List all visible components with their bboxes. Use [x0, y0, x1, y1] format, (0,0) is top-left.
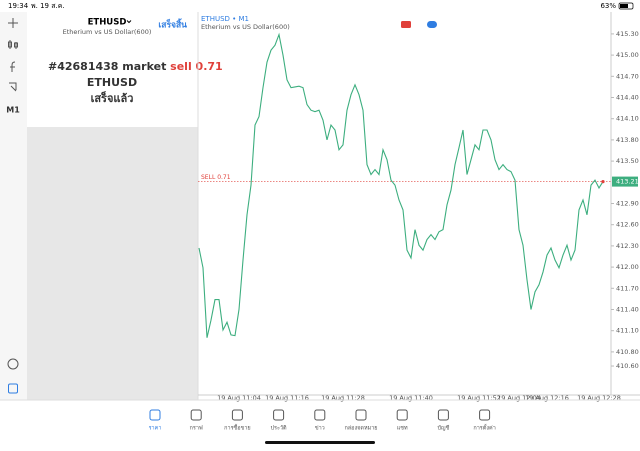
indicators-icon[interactable]	[10, 61, 16, 72]
y-tick-label: 414.10	[616, 115, 639, 123]
y-tick-label: 412.90	[616, 200, 639, 208]
tab-icon[interactable]	[396, 409, 408, 421]
tab-icon[interactable]	[231, 409, 243, 421]
panel-empty	[27, 127, 198, 400]
x-tick-label: 19 Aug 11:16	[265, 394, 309, 402]
y-tick-label: 415.30	[616, 30, 639, 38]
objects-icon[interactable]	[9, 82, 17, 92]
tab-label[interactable]: แชท	[397, 425, 408, 432]
toolbar-icons	[7, 18, 19, 394]
candles-icon[interactable]	[8, 40, 18, 49]
chart-subtitle: Etherium vs US Dollar(600)	[201, 23, 290, 31]
analytics-icon[interactable]	[7, 358, 19, 370]
x-tick-label: 19 Aug 11:04	[217, 394, 261, 402]
tab-icon[interactable]	[479, 409, 491, 421]
status-battery: 63%	[600, 2, 616, 10]
battery-icon	[618, 2, 634, 10]
tab-label[interactable]: กราฟ	[190, 425, 203, 432]
y-tick-label: 414.40	[616, 94, 639, 102]
x-tick-label: 19 Aug 12:28	[577, 394, 621, 402]
y-tick-label: 412.30	[616, 242, 639, 250]
x-tick-label: 19 Aug 11:40	[389, 394, 433, 402]
y-tick-label: 411.10	[616, 327, 639, 335]
tab-label[interactable]: ข่าว	[315, 426, 325, 432]
order-text: #42681438 market sell 0.71	[48, 60, 223, 73]
price-box	[612, 176, 638, 187]
y-tick-label: 413.80	[616, 136, 639, 144]
y-tick-label: 411.40	[616, 305, 639, 313]
tab-icon[interactable]	[437, 409, 449, 421]
tab-icon[interactable]	[149, 409, 161, 421]
y-tick-label: 411.70	[616, 284, 639, 292]
order-side: sell 0.71	[170, 60, 223, 73]
tab-label[interactable]: การตั้งค่า	[473, 424, 495, 432]
tab-icon[interactable]	[355, 409, 367, 421]
tab-icon[interactable]	[314, 409, 326, 421]
x-tick-label: 19 Aug 11:28	[321, 394, 365, 402]
dropdown-icon	[126, 20, 132, 24]
battery-level	[620, 4, 628, 8]
y-tick-label: 410.80	[616, 348, 639, 356]
tab-label[interactable]: กล่องจดหมาย	[344, 426, 377, 432]
trade-icon[interactable]	[8, 383, 18, 394]
sell-button[interactable]	[401, 21, 411, 28]
tab-label[interactable]: ประวัติ	[271, 425, 287, 432]
last-price-dot	[601, 179, 605, 184]
order-symbol: ETHUSD	[87, 76, 137, 89]
panel-description: Etherium vs US Dollar(600)	[63, 28, 152, 36]
price-line	[198, 32, 604, 338]
price-box-label: 413.21	[616, 178, 639, 186]
order-status: เสร็จแล้ว	[91, 91, 134, 105]
panel-symbol[interactable]: ETHUSD	[88, 18, 127, 28]
crosshair-icon[interactable]	[8, 18, 18, 28]
timeframe[interactable]: M1	[6, 106, 20, 115]
chart-title: ETHUSD • M1	[201, 15, 249, 23]
y-tick-label: 412.60	[616, 221, 639, 229]
status-date: พ. 19 ส.ค.	[31, 2, 65, 10]
x-tick-label: 19 Aug 12:04	[497, 394, 541, 402]
y-tick-label: 410.60	[616, 362, 639, 370]
tab-label[interactable]: บัญชี	[437, 425, 449, 432]
tab-icon[interactable]	[190, 409, 202, 421]
done-button[interactable]: เสร็จสิ้น	[158, 18, 187, 31]
buy-button[interactable]	[427, 21, 437, 28]
tab-label[interactable]: ราคา	[149, 426, 162, 432]
x-tick-label: 19 Aug 12:16	[525, 394, 569, 402]
toolbar	[0, 12, 27, 400]
y-tick-label: 415.00	[616, 51, 639, 59]
tab-icon[interactable]	[273, 409, 285, 421]
panel	[27, 12, 198, 127]
x-tick-label: 19 Aug 11:52	[457, 394, 501, 402]
y-tick-label: 413.50	[616, 157, 639, 165]
sell-line-label: SELL 0.71	[201, 174, 231, 181]
y-tick-label: 414.70	[616, 72, 639, 80]
home-indicator	[265, 441, 375, 444]
y-tick-label: 412.00	[616, 263, 639, 271]
order-id: #42681438 market	[48, 60, 166, 73]
status-time: 19:34	[8, 2, 29, 10]
tab-label[interactable]: การซื้อขาย	[224, 424, 250, 432]
